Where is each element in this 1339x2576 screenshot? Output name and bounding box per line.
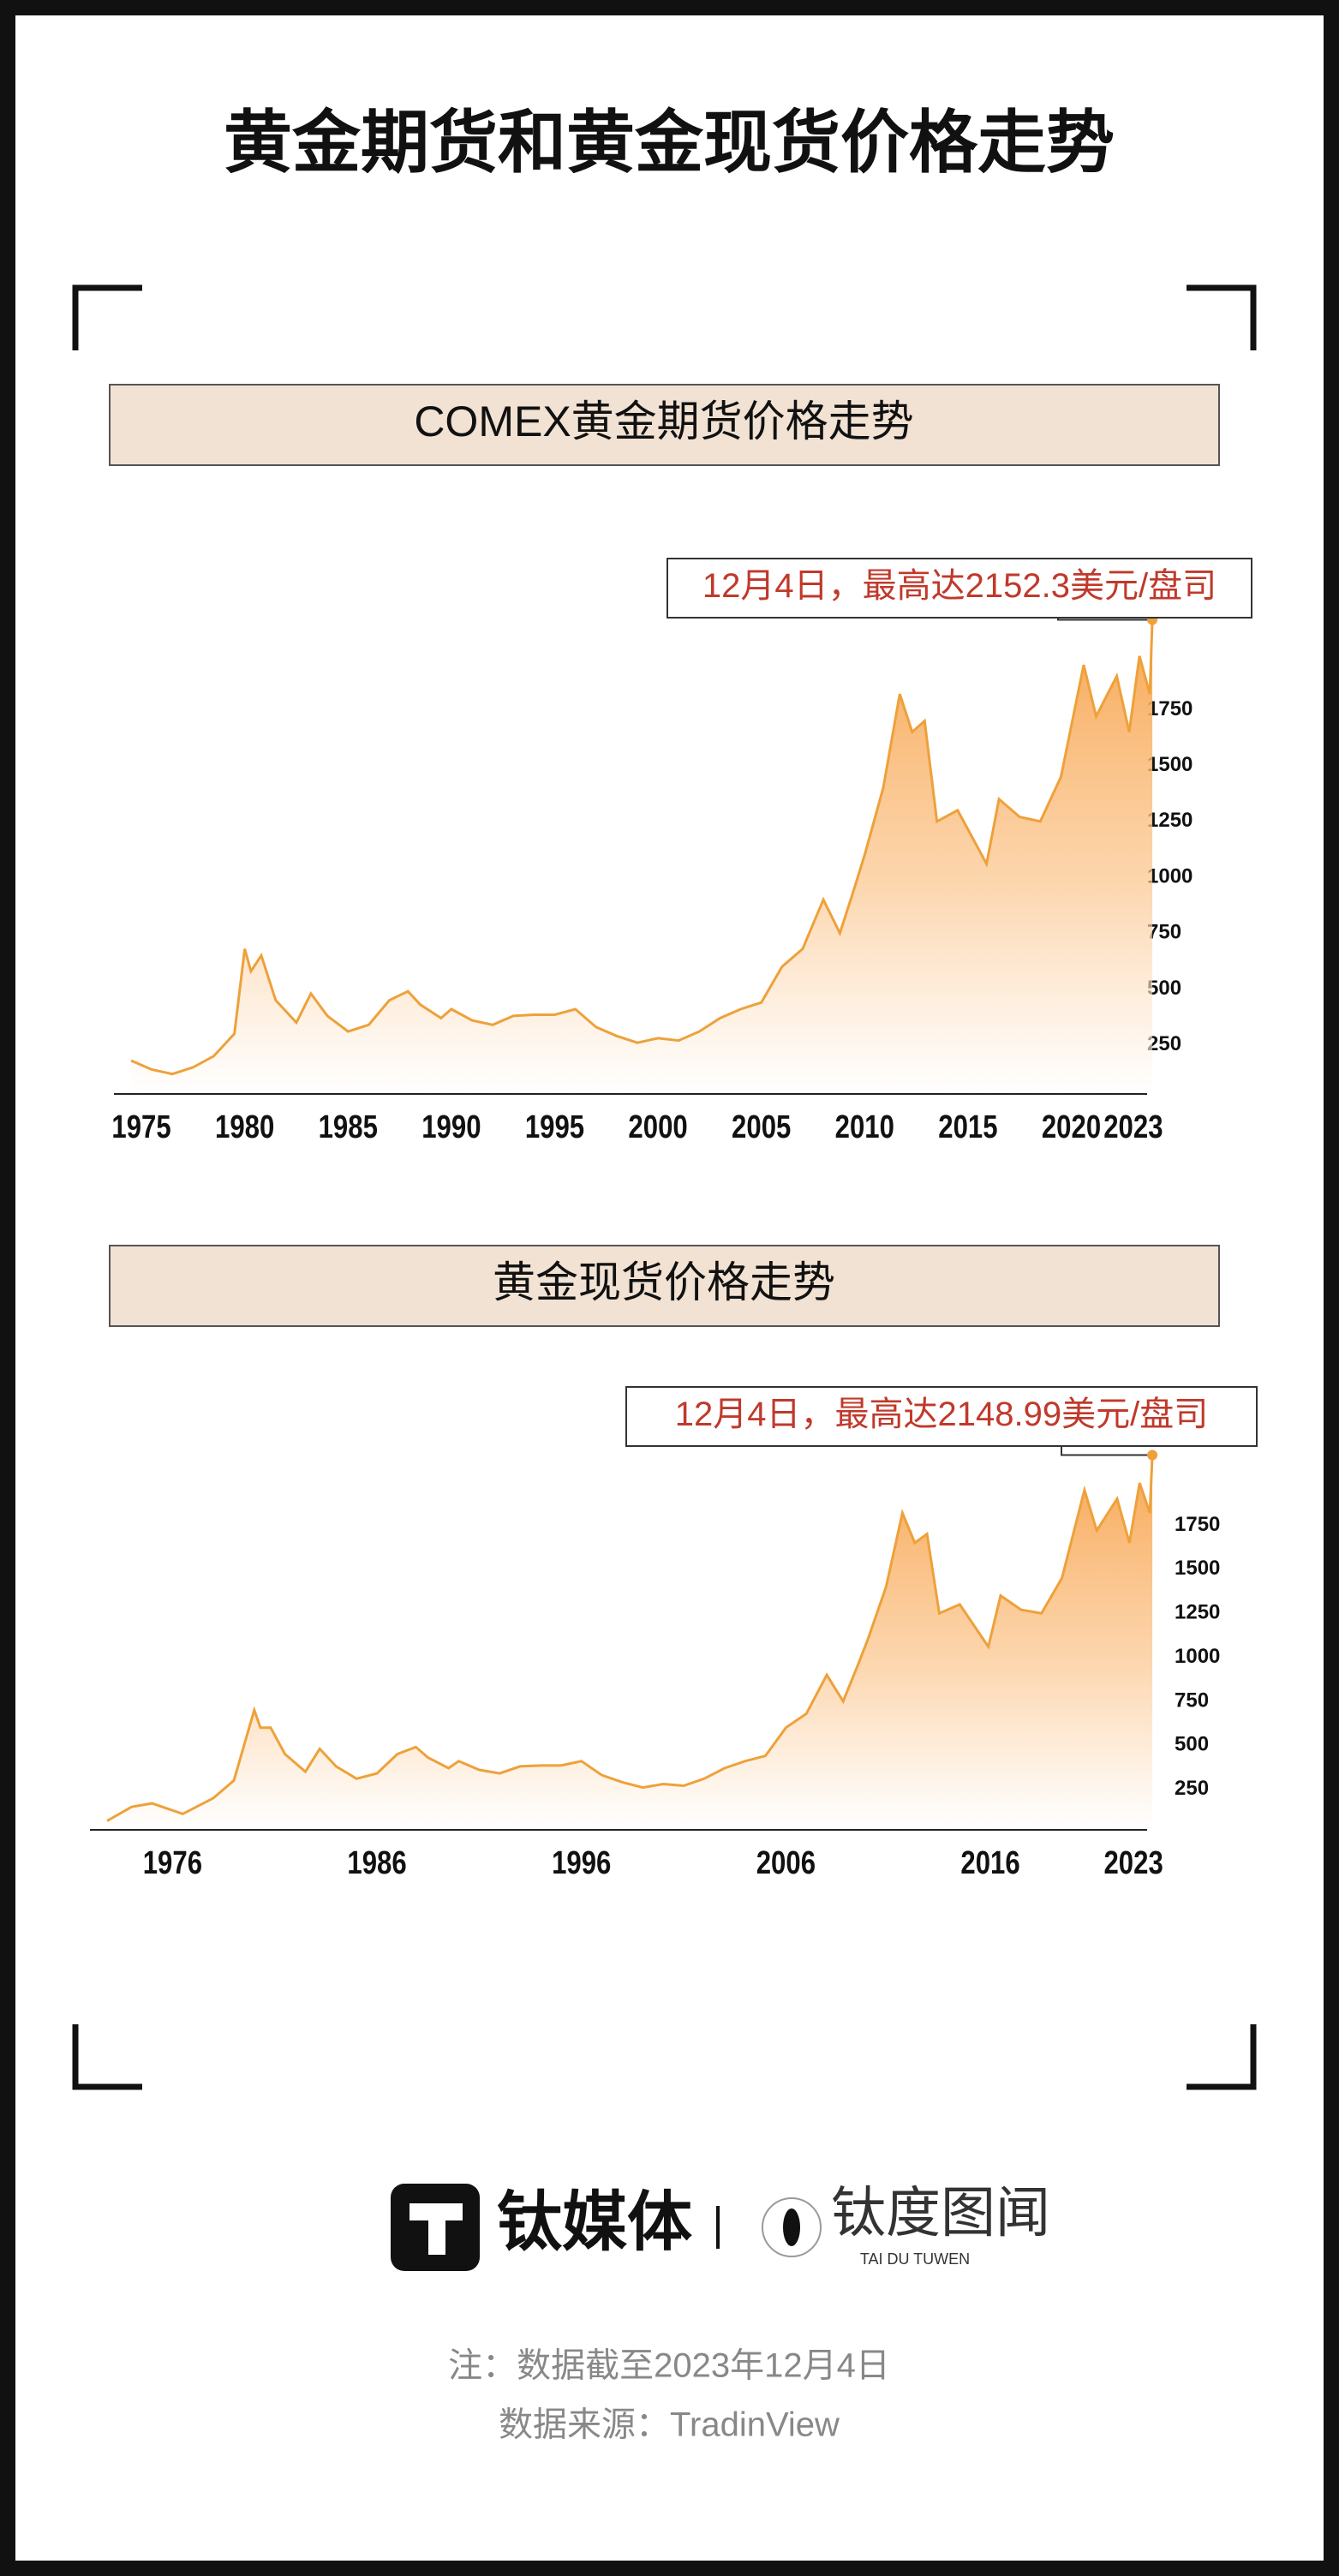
page-title: 黄金期货和黄金现货价格走势 xyxy=(224,105,1115,181)
x-tick-label: 2010 xyxy=(835,1109,894,1145)
x-tick-label: 1975 xyxy=(111,1109,170,1145)
y-tick-label: 1750 xyxy=(1175,1513,1220,1536)
brand-sub-en: TAI DU TUWEN xyxy=(860,2250,970,2268)
x-tick-label: 1980 xyxy=(215,1109,274,1145)
annotation-box xyxy=(625,1386,1258,1447)
x-tick-label: 2023 xyxy=(1103,1109,1163,1145)
x-tick-label: 1996 xyxy=(552,1845,611,1881)
x-tick-label: 1985 xyxy=(319,1109,378,1145)
y-tick-label: 250 xyxy=(1175,1777,1209,1800)
annotation-box xyxy=(667,558,1252,619)
brand-name: 钛媒体 xyxy=(497,2186,692,2259)
annotation-connector xyxy=(1061,1446,1153,1456)
y-tick-label: 1750 xyxy=(1147,697,1193,720)
x-tick-label: 1995 xyxy=(525,1109,584,1145)
y-tick-label: 1250 xyxy=(1175,1601,1220,1624)
x-tick-label: 2023 xyxy=(1103,1845,1163,1881)
brand-logo: 钛媒体 钛度图闻 TAI DU TUWEN xyxy=(391,2182,1050,2271)
panel-title: 黄金现货价格走势 xyxy=(493,1258,835,1306)
y-tick-label: 250 xyxy=(1147,1032,1181,1055)
y-tick-label: 1000 xyxy=(1147,864,1193,888)
area-fill xyxy=(131,619,1153,1094)
y-tick-label: 750 xyxy=(1147,921,1181,944)
price-line xyxy=(106,1455,1154,1822)
x-tick-label: 1976 xyxy=(143,1845,202,1881)
note: 注：数据截至2023年12月4日 xyxy=(448,2347,890,2385)
source: 数据来源：TradinView xyxy=(499,2406,840,2444)
x-tick-label: 1990 xyxy=(421,1109,481,1145)
x-tick-label: 1986 xyxy=(347,1845,406,1881)
brand-sub: 钛度图闻 xyxy=(831,2182,1050,2244)
y-tick-label: 750 xyxy=(1175,1688,1209,1712)
annotation: 12月4日，最高达2148.99美元/盘司 xyxy=(675,1396,1208,1433)
corner-brackets xyxy=(72,284,1257,2090)
x-tick-label: 2020 xyxy=(1042,1109,1101,1145)
price-line xyxy=(130,619,1154,1076)
x-tick-label: 2006 xyxy=(756,1845,816,1881)
area-fill xyxy=(107,1455,1153,1830)
panel-header xyxy=(109,1245,1220,1327)
x-tick-label: 2000 xyxy=(628,1109,687,1145)
y-tick-label: 1500 xyxy=(1175,1557,1220,1580)
peak-point xyxy=(1147,1449,1158,1461)
annotation: 12月4日，最高达2152.3美元/盘司 xyxy=(702,567,1216,605)
x-tick-label: 2016 xyxy=(960,1845,1019,1881)
panel-header xyxy=(109,384,1220,466)
y-tick-label: 1250 xyxy=(1147,809,1193,832)
y-tick-label: 500 xyxy=(1147,977,1181,1000)
panel-title: COMEX黄金期货价格走势 xyxy=(414,397,913,445)
x-tick-label: 2005 xyxy=(732,1109,791,1145)
y-tick-label: 1000 xyxy=(1175,1645,1220,1668)
x-tick-label: 2015 xyxy=(938,1109,997,1145)
y-tick-label: 1500 xyxy=(1147,753,1193,776)
y-tick-label: 500 xyxy=(1175,1733,1209,1756)
